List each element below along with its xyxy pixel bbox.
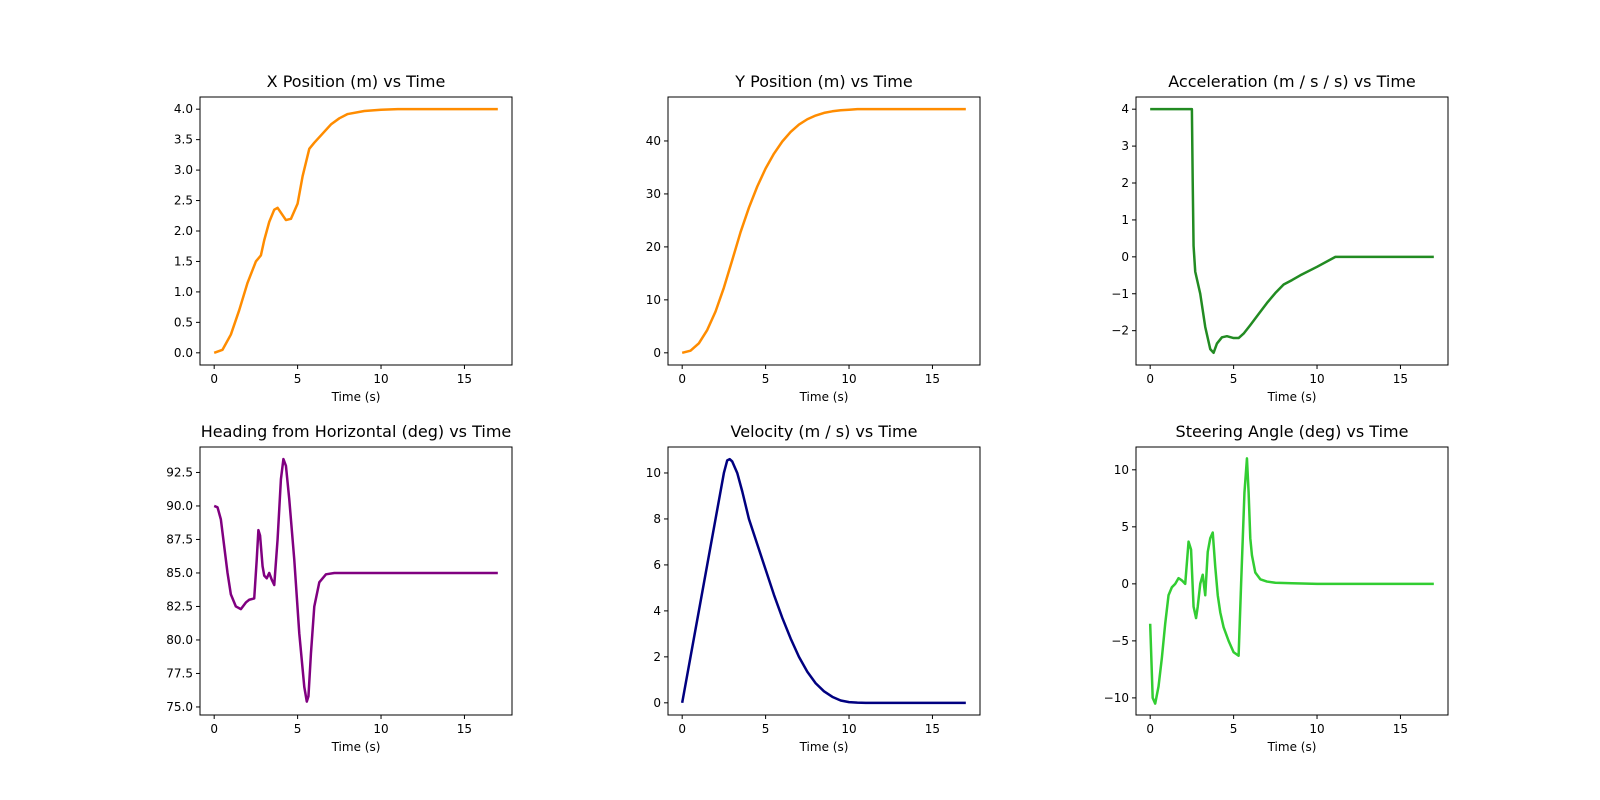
y-tick-label: 4.0: [174, 102, 193, 116]
x-axis-label: Time (s): [331, 740, 381, 754]
y-tick-label: 2: [1121, 176, 1129, 190]
y-tick-label: 4: [1121, 102, 1129, 116]
y-tick-label: 3.0: [174, 163, 193, 177]
y-tick-label: 87.5: [166, 532, 193, 546]
x-tick-label: 15: [1393, 372, 1408, 386]
x-axis-label: Time (s): [799, 740, 849, 754]
series-line-3: [1150, 107, 1434, 355]
x-tick-label: 15: [925, 722, 940, 736]
x-tick-label: 15: [457, 722, 472, 736]
x-tick-label: 0: [1146, 372, 1154, 386]
x-tick-label: 0: [678, 372, 686, 386]
x-tick-label: 5: [294, 722, 302, 736]
subplot-title: Acceleration (m / s / s) vs Time: [1168, 72, 1416, 91]
y-tick-label: 1: [1121, 213, 1129, 227]
y-tick-label: 30: [646, 187, 661, 201]
y-tick-label: 0: [1121, 250, 1129, 264]
y-tick-label: 80.0: [166, 633, 193, 647]
x-tick-label: 0: [210, 722, 218, 736]
y-tick-label: 6: [653, 558, 661, 572]
series-line-5: [680, 457, 966, 705]
y-tick-label: 8: [653, 512, 661, 526]
y-tick-label: −10: [1104, 691, 1129, 705]
y-tick-label: −5: [1111, 634, 1129, 648]
x-tick-label: 15: [457, 372, 472, 386]
x-tick-label: 5: [294, 372, 302, 386]
x-tick-label: 0: [1146, 722, 1154, 736]
x-tick-label: 5: [1230, 722, 1238, 736]
x-axis-label: Time (s): [1267, 390, 1317, 404]
y-tick-label: 0.0: [174, 346, 193, 360]
y-tick-label: 2.0: [174, 224, 193, 238]
y-tick-label: 0.5: [174, 315, 193, 329]
y-tick-label: 2.5: [174, 194, 193, 208]
series-line-1: [213, 107, 498, 354]
series-line-2: [681, 107, 966, 355]
subplot-4: 0 5 10 15 75.0 77.5 80.0 82.5 85.0 87.5 90.0 92.5 He…: [166, 422, 513, 754]
y-tick-label: −1: [1111, 287, 1129, 301]
y-tick-label: 0: [653, 346, 661, 360]
y-tick-label: 90.0: [166, 499, 193, 513]
x-tick-label: 15: [1393, 722, 1408, 736]
y-tick-label: 0: [653, 696, 661, 710]
y-tick-label: 2: [653, 650, 661, 664]
axes-frame: [667, 446, 981, 716]
x-tick-label: 15: [925, 372, 940, 386]
x-axis-label: Time (s): [331, 390, 381, 404]
y-tick-label: 92.5: [166, 465, 193, 479]
y-tick-label: 1.5: [174, 254, 193, 268]
y-tick-label: 0: [1121, 577, 1129, 591]
y-tick-label: 3: [1121, 139, 1129, 153]
x-tick-label: 10: [841, 372, 856, 386]
x-tick-label: 5: [1230, 372, 1238, 386]
subplot-6: 0 5 10 15 −10 −5 0 5 10 Steering Angle (deg) vs T…: [1104, 422, 1449, 754]
x-tick-label: 10: [841, 722, 856, 736]
x-tick-label: 10: [1309, 722, 1324, 736]
y-tick-label: 10: [646, 466, 661, 480]
subplot-title: Velocity (m / s) vs Time: [731, 422, 918, 441]
x-axis-label: Time (s): [799, 390, 849, 404]
y-tick-label: 5: [1121, 520, 1129, 534]
y-tick-label: 10: [646, 293, 661, 307]
y-tick-label: 3.5: [174, 133, 193, 147]
x-tick-label: 10: [373, 722, 388, 736]
x-tick-label: 5: [762, 372, 770, 386]
subplot-title: Heading from Horizontal (deg) vs Time: [201, 422, 512, 441]
axes-frame: [667, 96, 981, 366]
subplot-5: 0 5 10 15 0 2 4 6 8 10 Velocity (m / s) vs Time Tim…: [646, 422, 981, 754]
x-axis-label: Time (s): [1267, 740, 1317, 754]
subplot-1: 0 5 10 15 0.0 0.5 1.0 1.5 2.0 2.5 3.0 3.5 4.0 X Posit…: [174, 72, 513, 404]
axes-frame: [1135, 96, 1449, 366]
axes-frame: [1135, 446, 1449, 716]
series-line-6: [1148, 457, 1434, 705]
x-tick-label: 10: [1309, 372, 1324, 386]
x-tick-label: 10: [373, 372, 388, 386]
axes-frame: [199, 446, 513, 716]
series-line-4: [213, 457, 498, 703]
subplot-title: X Position (m) vs Time: [267, 72, 446, 91]
y-tick-label: 75.0: [166, 700, 193, 714]
y-tick-label: −2: [1111, 324, 1129, 338]
y-tick-label: 10: [1114, 463, 1129, 477]
axes-frame: [199, 96, 513, 366]
y-tick-label: 77.5: [166, 666, 193, 680]
subplot-title: Y Position (m) vs Time: [734, 72, 912, 91]
x-tick-label: 0: [678, 722, 686, 736]
y-tick-label: 40: [646, 134, 661, 148]
subplot-3: 0 5 10 15 −2 −1 0 1 2 3 4 Acceleration (m / s / s) …: [1111, 72, 1449, 404]
y-tick-label: 20: [646, 240, 661, 254]
y-tick-label: 85.0: [166, 566, 193, 580]
subplot-title: Steering Angle (deg) vs Time: [1176, 422, 1409, 441]
x-tick-label: 0: [210, 372, 218, 386]
y-tick-label: 1.0: [174, 285, 193, 299]
y-tick-label: 4: [653, 604, 661, 618]
x-tick-label: 5: [762, 722, 770, 736]
subplot-2: 0 5 10 15 0 10 20 30 40 Y Position (m) vs Time Tim…: [646, 72, 981, 404]
y-tick-label: 82.5: [166, 599, 193, 613]
